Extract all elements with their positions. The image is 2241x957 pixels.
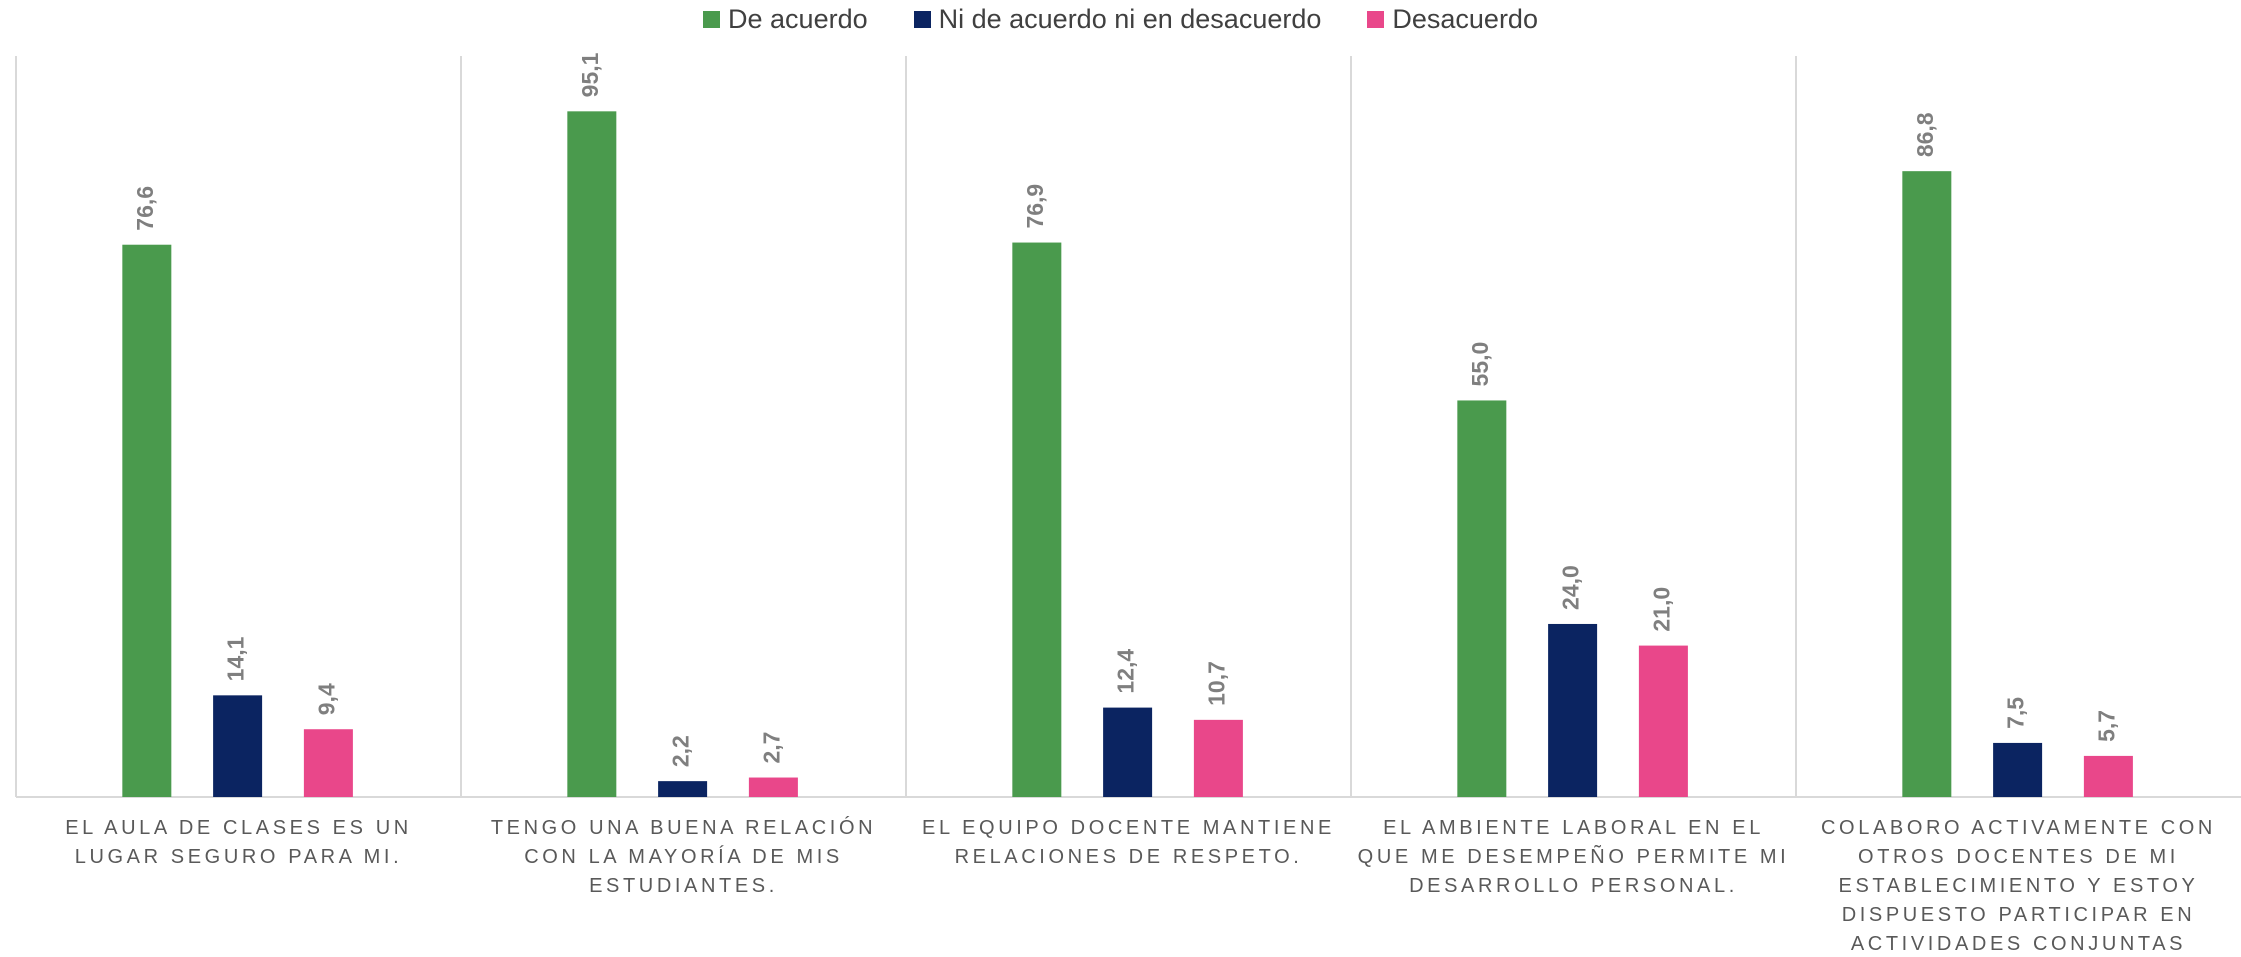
bar bbox=[748, 777, 798, 797]
bar bbox=[1193, 719, 1243, 797]
data-label: 7,5 bbox=[2003, 697, 2029, 729]
bar bbox=[1638, 645, 1688, 797]
bar bbox=[2083, 755, 2133, 797]
bar bbox=[1103, 707, 1153, 797]
legend-label: Ni de acuerdo ni en desacuerdo bbox=[938, 4, 1322, 34]
legend-swatch bbox=[913, 11, 931, 28]
bar bbox=[1548, 623, 1598, 797]
x-tick-label: TENGO UNA BUENA RELACIÓN CON LA MAYORÍA … bbox=[490, 817, 877, 897]
legend-swatch bbox=[1367, 11, 1385, 28]
data-label: 9,4 bbox=[313, 683, 339, 715]
x-tick-label: EL EQUIPO DOCENTE MANTIENE RELACIONES DE… bbox=[922, 817, 1335, 868]
data-label: 95,1 bbox=[577, 52, 603, 97]
data-label: 12,4 bbox=[1113, 649, 1139, 694]
legend-label: Desacuerdo bbox=[1392, 4, 1538, 34]
data-label: 76,9 bbox=[1022, 184, 1048, 229]
legend-item: Desacuerdo bbox=[1367, 4, 1538, 35]
bar bbox=[213, 695, 263, 797]
legend-label: De acuerdo bbox=[728, 4, 868, 34]
bar bbox=[1457, 400, 1507, 797]
data-label: 10,7 bbox=[1203, 661, 1229, 706]
bar bbox=[1993, 742, 2043, 797]
bar bbox=[658, 781, 708, 797]
x-tick-label: COLABORO ACTIVAMENTE CON OTROS DOCENTES … bbox=[1821, 817, 2216, 955]
legend: De acuerdo Ni de acuerdo ni en desacuerdo… bbox=[0, 4, 2241, 35]
x-tick-label: EL AMBIENTE LABORAL EN EL QUE ME DESEMPE… bbox=[1357, 817, 1790, 897]
data-label: 76,6 bbox=[132, 186, 158, 231]
data-label: 86,8 bbox=[1912, 112, 1938, 157]
data-label: 55,0 bbox=[1467, 342, 1493, 387]
bar bbox=[303, 729, 353, 797]
legend-item: De acuerdo bbox=[703, 4, 868, 35]
x-tick-label: EL AULA DE CLASES ES UN LUGAR SEGURO PAR… bbox=[65, 817, 412, 868]
data-label: 21,0 bbox=[1648, 587, 1674, 632]
data-label: 24,0 bbox=[1558, 565, 1584, 610]
bar bbox=[1012, 242, 1062, 797]
data-label: 5,7 bbox=[2093, 710, 2119, 742]
data-label: 14,1 bbox=[223, 636, 249, 681]
data-label: 2,7 bbox=[758, 732, 784, 764]
legend-item: Ni de acuerdo ni en desacuerdo bbox=[913, 4, 1322, 35]
legend-swatch bbox=[703, 11, 721, 28]
bar bbox=[1902, 171, 1952, 797]
bar bbox=[122, 244, 172, 798]
bar bbox=[567, 111, 617, 798]
data-label: 2,2 bbox=[668, 735, 694, 767]
